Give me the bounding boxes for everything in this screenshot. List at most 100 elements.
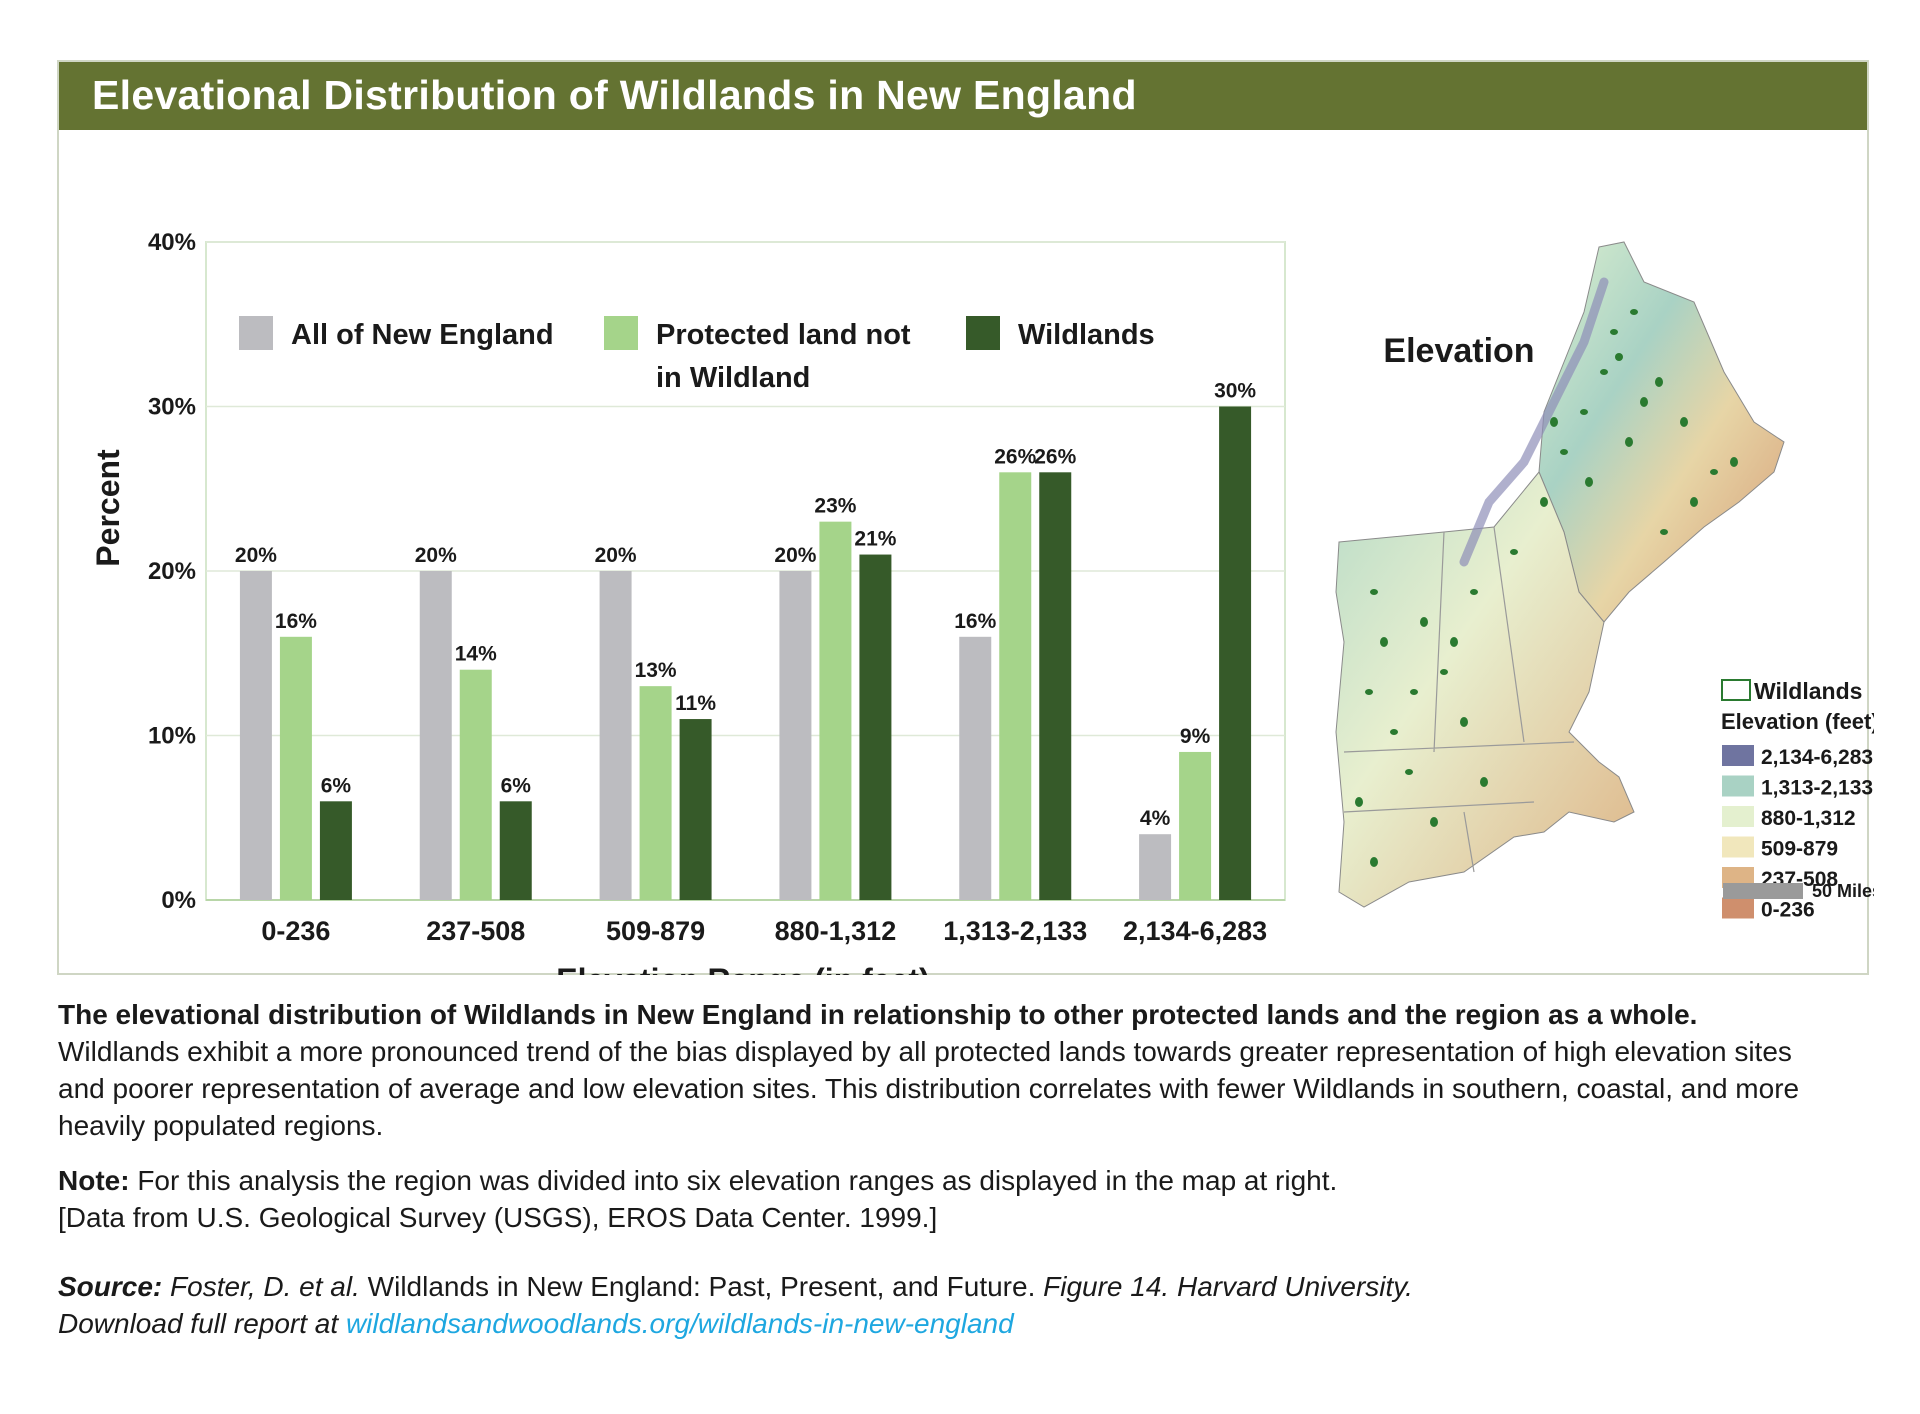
map-title: Elevation — [1383, 332, 1534, 370]
elevation-map: Elevation Wildlands Elevation (feet) 2,1… — [1335, 241, 1874, 922]
bar-value-label: 23% — [814, 495, 856, 518]
wildland-patch — [1630, 309, 1638, 315]
legend-elevation-label: 1,313-2,133 — [1761, 777, 1873, 800]
scale-label: 50 Miles — [1812, 881, 1874, 901]
bar-value-label: 16% — [954, 610, 996, 633]
bar — [459, 669, 492, 900]
bar — [819, 521, 852, 900]
bar — [599, 571, 632, 900]
legend-elevation-title: Elevation (feet) — [1721, 709, 1874, 734]
bar-value-label: 6% — [321, 774, 352, 797]
y-tick-label: 30% — [148, 394, 196, 421]
bar-value-label: 16% — [275, 610, 317, 633]
bar — [1139, 834, 1172, 900]
x-tick-label: 880-1,312 — [775, 916, 897, 946]
bar-chart: 0% 10% 20% 30% 40% 20% 16% 6% 0-236 20% 14% 6% 237-5… — [90, 229, 1286, 975]
wildland-patch — [1440, 669, 1448, 675]
source-download: Download full report at — [58, 1308, 339, 1339]
wildland-patch — [1480, 777, 1488, 787]
bar — [959, 636, 992, 900]
wildland-patch — [1430, 817, 1438, 827]
x-axis-title: Elevation Range (in feet) — [556, 962, 929, 975]
bar-value-label: 26% — [994, 445, 1036, 468]
source-authors: Foster, D. et al. — [170, 1271, 360, 1302]
bar-value-label: 20% — [595, 544, 637, 567]
legend-wildlands-label: Wildlands — [1754, 678, 1862, 704]
bar — [319, 801, 352, 900]
x-tick-label: 509-879 — [606, 916, 705, 946]
figure-panel: Elevational Distribution of Wildlands in… — [57, 60, 1874, 975]
wildland-patch — [1420, 617, 1428, 627]
note-text: For this analysis the region was divided… — [137, 1165, 1338, 1196]
bar-value-label: 20% — [235, 544, 277, 567]
wildland-patch — [1390, 729, 1398, 735]
wildland-patch — [1625, 437, 1633, 447]
bar-value-label: 11% — [675, 692, 716, 715]
wildland-patch — [1680, 417, 1688, 427]
bar-value-label: 14% — [455, 643, 497, 666]
wildland-patch — [1405, 769, 1413, 775]
bar — [419, 571, 452, 900]
legend-elevation-swatch — [1722, 897, 1754, 919]
legend-elevation-label: 2,134-6,283 — [1761, 746, 1873, 769]
bar-value-label: 9% — [1180, 725, 1211, 748]
bar — [279, 636, 312, 900]
bar-value-label: 13% — [635, 659, 677, 682]
wildland-patch — [1730, 457, 1738, 467]
wildland-patch — [1370, 589, 1378, 595]
wildland-patch — [1380, 637, 1388, 647]
wildland-patch — [1365, 689, 1373, 695]
bar-value-label: 30% — [1214, 380, 1256, 403]
legend-elevation-label: 880-1,312 — [1761, 807, 1856, 830]
wildland-patch — [1585, 477, 1593, 487]
bar — [859, 554, 892, 900]
bar-value-label: 21% — [854, 528, 896, 551]
legend-swatch — [239, 316, 273, 350]
bar — [1039, 472, 1072, 900]
bar-value-label: 20% — [774, 544, 816, 567]
legend-elevation-swatch — [1722, 806, 1754, 827]
caption-text: Wildlands exhibit a more pronounced tren… — [58, 1036, 1800, 1141]
wildland-patch — [1470, 589, 1478, 595]
wildland-patch — [1710, 469, 1718, 475]
legend-swatch — [604, 316, 638, 350]
wildland-patch — [1560, 449, 1568, 455]
wildland-patch — [1540, 497, 1548, 507]
legend-label: in Wildland — [656, 362, 810, 394]
bar — [239, 571, 272, 900]
wildland-patch — [1370, 857, 1378, 867]
x-tick-label: 237-508 — [426, 916, 525, 946]
map-region-southern-ne — [1335, 471, 1635, 908]
bar-value-label: 6% — [501, 774, 532, 797]
wildland-patch — [1600, 369, 1608, 375]
report-link[interactable]: wildlandsandwoodlands.org/wildlands-in-n… — [345, 1308, 1014, 1339]
bar — [499, 801, 532, 900]
wildland-patch — [1410, 689, 1418, 695]
wildland-patch — [1660, 529, 1668, 535]
source: Source: Foster, D. et al. Wildlands in N… — [58, 1268, 1818, 1342]
wildland-patch — [1610, 329, 1618, 335]
wildland-patch — [1580, 409, 1588, 415]
legend-elevation-label: 0-236 — [1761, 899, 1815, 922]
map-region-maine — [1538, 241, 1785, 623]
bar — [999, 472, 1032, 900]
source-figure: Figure 14. Harvard University. — [1043, 1271, 1413, 1302]
wildland-patch — [1355, 797, 1363, 807]
caption-bold: The elevational distribution of Wildland… — [58, 999, 1698, 1030]
legend-elevation-label: 509-879 — [1761, 838, 1838, 861]
bar — [1179, 751, 1212, 900]
bar — [639, 686, 672, 900]
legend-elevation-swatch — [1722, 867, 1754, 888]
y-tick-label: 40% — [148, 229, 196, 256]
x-tick-label: 1,313-2,133 — [943, 916, 1087, 946]
wildland-patch — [1510, 549, 1518, 555]
legend-label: Wildlands — [1018, 319, 1155, 351]
wildland-patch — [1460, 717, 1468, 727]
legend-swatch — [966, 316, 1000, 350]
y-tick-label: 0% — [161, 887, 196, 914]
x-tick-label: 2,134-6,283 — [1123, 916, 1267, 946]
source-label: Source: — [58, 1271, 163, 1302]
source-title: Wildlands in New England: Past, Present,… — [367, 1271, 1036, 1302]
note-label: Note: — [58, 1165, 130, 1196]
note: Note: For this analysis the region was d… — [58, 1162, 1818, 1236]
